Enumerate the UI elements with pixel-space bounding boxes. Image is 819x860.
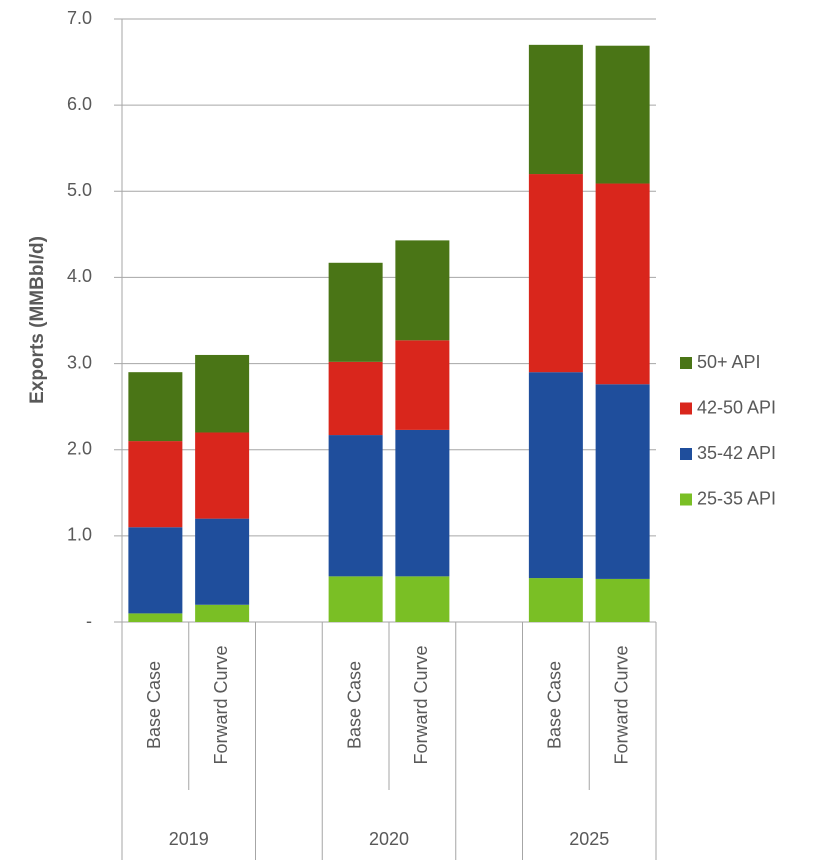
bar-segment (128, 372, 183, 442)
legend-swatch (680, 402, 692, 415)
bar-segment (528, 578, 583, 622)
y-tick-label: 1.0 (67, 525, 92, 545)
y-tick-label: - (86, 611, 92, 631)
y-axis-label: Exports (MMBbl/d) (27, 236, 48, 404)
y-tick-label: 2.0 (67, 438, 92, 458)
y-tick-label: 5.0 (67, 180, 92, 200)
bar-segment (595, 384, 650, 579)
bar-segment (195, 432, 250, 519)
legend-swatch (680, 448, 692, 460)
y-tick-label: 3.0 (67, 352, 92, 372)
x-tick-label: Forward Curve (611, 645, 631, 764)
bar-segment (595, 183, 650, 385)
bar-segment (195, 518, 250, 605)
bar-segment (195, 604, 250, 622)
bar-segment (528, 372, 583, 579)
bar-segment (328, 262, 383, 362)
legend-label: 50+ API (697, 352, 761, 372)
bar-segment (395, 429, 450, 577)
bar-segment (128, 527, 183, 614)
legend-swatch (680, 357, 692, 369)
legend-label: 35-42 API (697, 443, 776, 463)
bar-segment (328, 361, 383, 436)
x-tick-label: Base Case (144, 661, 164, 749)
group-label: 2019 (169, 829, 209, 849)
x-tick-label: Forward Curve (211, 645, 231, 764)
y-tick-label: 4.0 (67, 266, 92, 286)
x-tick-label: Base Case (344, 661, 364, 749)
bar-segment (395, 576, 450, 622)
legend-label: 42-50 API (697, 397, 776, 417)
y-tick-label: 6.0 (67, 94, 92, 114)
bar-segment (395, 340, 450, 430)
legend-swatch (680, 493, 692, 506)
y-tick-label: 7.0 (67, 8, 92, 28)
bar-segment (328, 435, 383, 577)
bar-segment (595, 45, 650, 184)
x-tick-label: Forward Curve (411, 645, 431, 764)
bar-segment (128, 613, 183, 622)
bar-segment (595, 578, 650, 622)
bar-segment (328, 576, 383, 622)
legend-label: 25-35 API (697, 488, 776, 508)
bar-segment (395, 240, 450, 341)
bar-segment (528, 174, 583, 373)
bar-segment (128, 441, 183, 528)
group-label: 2025 (569, 829, 609, 849)
bar-segment (528, 44, 583, 175)
x-tick-label: Base Case (545, 661, 565, 749)
bar-segment (195, 354, 250, 433)
group-label: 2020 (369, 829, 409, 849)
